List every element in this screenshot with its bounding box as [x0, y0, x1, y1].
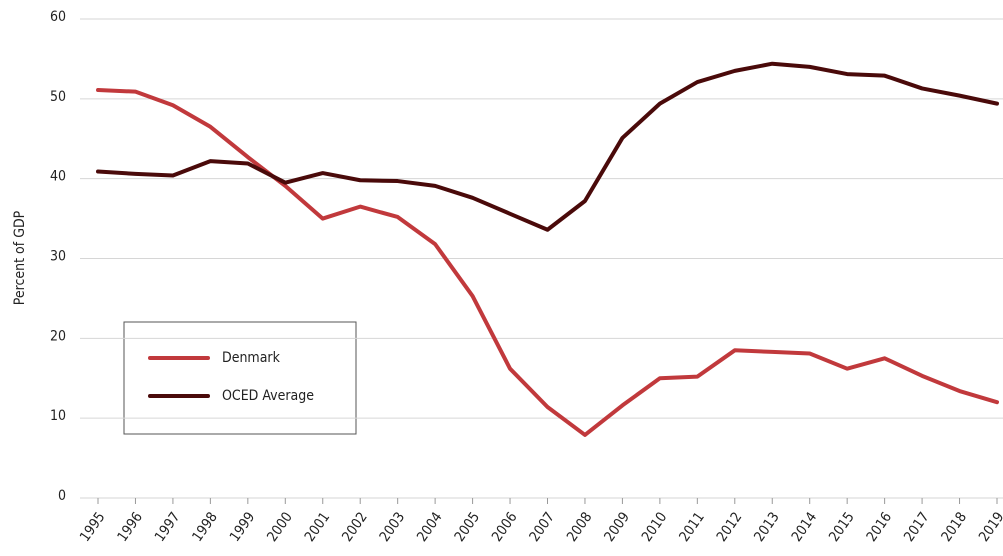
legend-label: OCED Average: [222, 388, 314, 404]
x-tick-label: 1999: [227, 509, 258, 544]
x-tick-label: 2015: [826, 509, 857, 544]
y-tick-label: 0: [58, 488, 66, 504]
y-tick-label: 20: [50, 328, 66, 344]
x-tick-label: 1998: [189, 509, 220, 544]
x-tick-label: 2001: [302, 509, 333, 544]
x-tick-label: 2006: [489, 509, 520, 544]
x-tick-label: 2003: [377, 509, 408, 544]
x-tick-label: 2004: [414, 509, 445, 544]
x-tick-label: 2000: [264, 509, 295, 544]
x-tick-label: 2013: [751, 509, 782, 544]
x-tick-label: 2011: [676, 509, 707, 544]
series-line: [96, 61, 999, 232]
x-tick-label: 1996: [115, 509, 146, 544]
y-tick-label: 60: [50, 9, 66, 25]
x-tick-label: 2012: [714, 509, 745, 544]
x-tick-label: 1995: [77, 509, 108, 544]
x-tick-label: 2002: [339, 509, 370, 544]
legend-label: Denmark: [222, 350, 281, 366]
y-axis-label: Percent of GDP: [12, 210, 28, 305]
x-tick-label: 2008: [564, 509, 595, 544]
x-tick-label: 2018: [939, 509, 970, 544]
x-tick-label: 2007: [527, 509, 558, 544]
y-tick-label: 40: [50, 169, 66, 185]
x-tick-label: 2014: [789, 509, 820, 544]
x-tick-label: 2017: [901, 509, 932, 544]
legend-box: [123, 321, 357, 435]
y-tick-label: 30: [50, 249, 66, 265]
x-tick-label: 2005: [452, 509, 483, 544]
y-tick-label: 10: [50, 408, 66, 424]
x-tick-label: 2016: [864, 509, 895, 544]
x-tick-label: 2019: [976, 509, 1003, 544]
x-tick-label: 1997: [152, 509, 183, 544]
y-tick-label: 50: [50, 89, 66, 105]
x-tick-label: 2010: [639, 509, 670, 544]
x-tick-label: 2009: [601, 509, 632, 544]
series-line: [96, 88, 999, 437]
